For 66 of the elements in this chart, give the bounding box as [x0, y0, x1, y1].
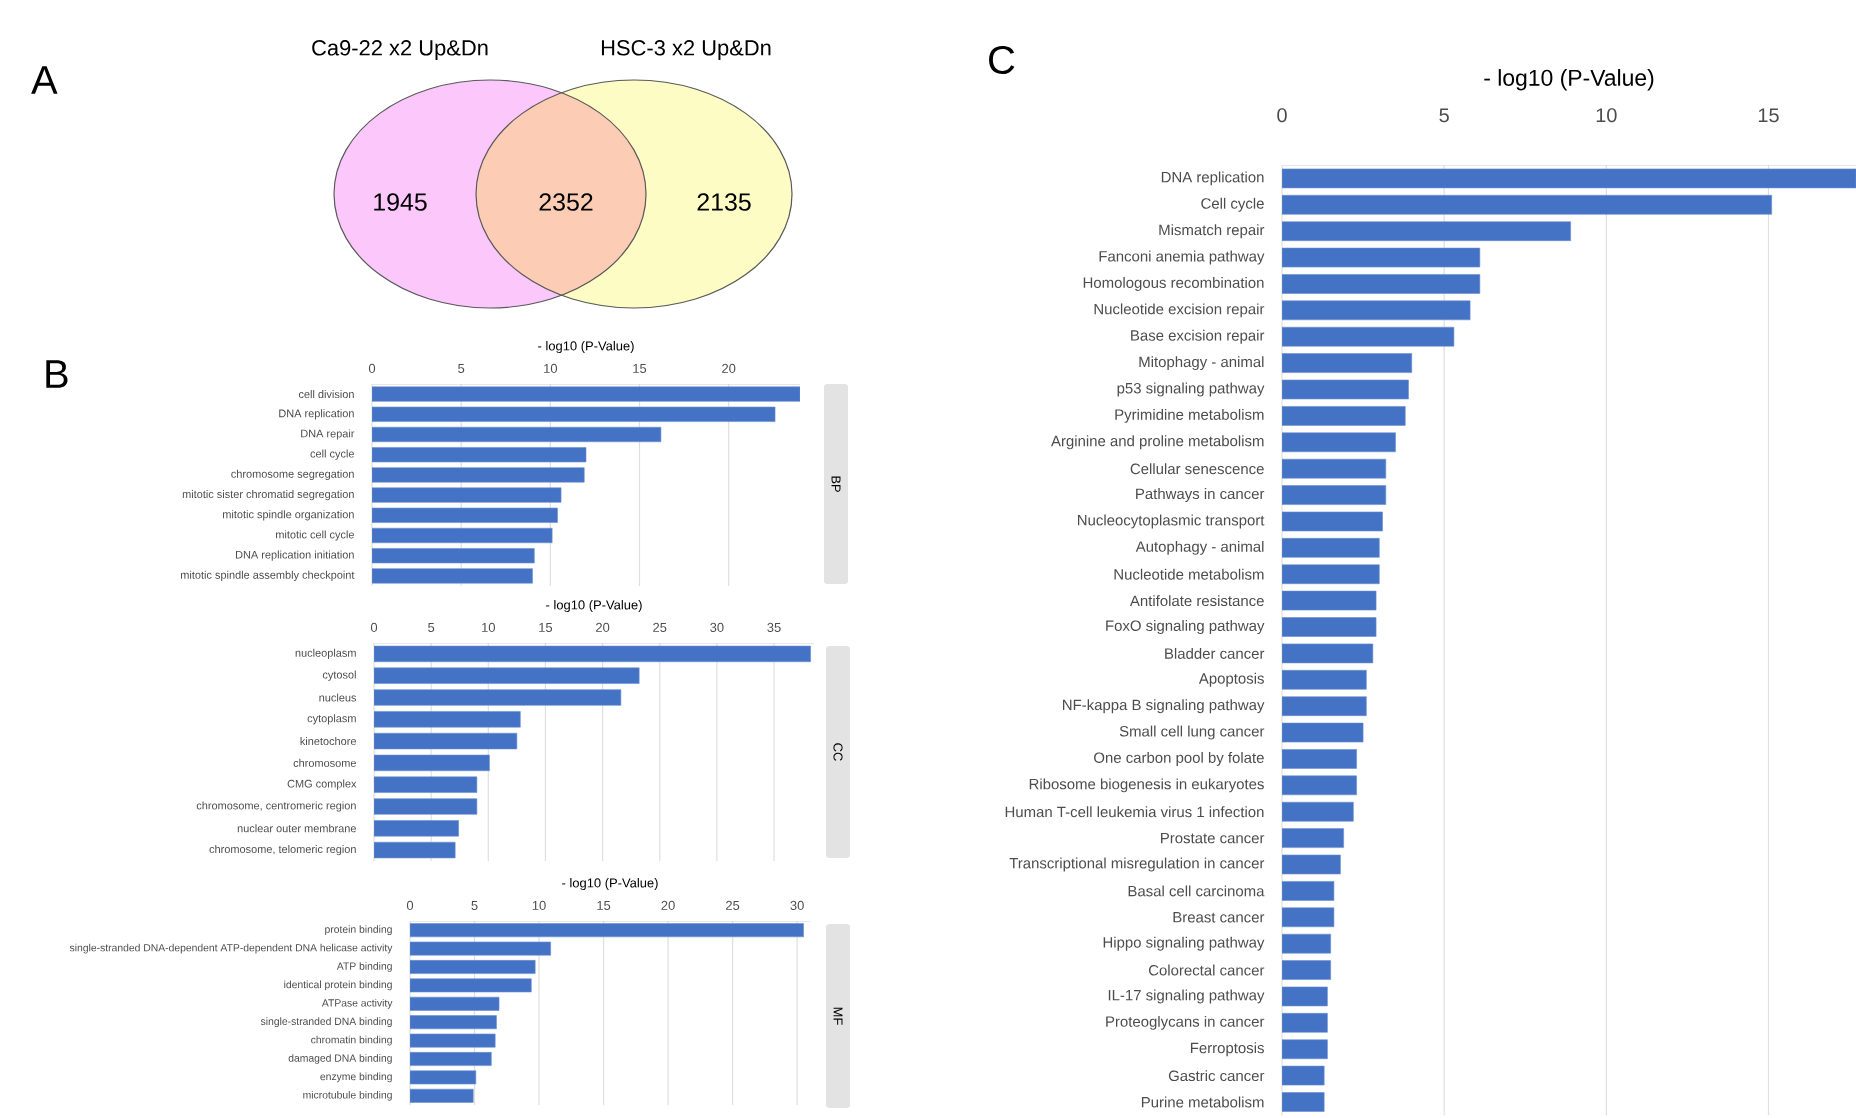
bar [410, 960, 536, 974]
bar [410, 923, 804, 937]
x-tick-label: 0 [1277, 108, 1287, 123]
bar [1282, 406, 1406, 426]
x-tick-label: 15 [1758, 108, 1779, 123]
bar [372, 487, 562, 503]
bar [1282, 775, 1357, 796]
bar [1282, 300, 1471, 321]
chart-title: C [989, 45, 1015, 75]
bar [372, 568, 533, 584]
bar [372, 426, 662, 443]
bar [1282, 749, 1357, 769]
bar [1282, 379, 1409, 400]
data-label: 1945 [374, 193, 427, 211]
bar [1282, 247, 1481, 268]
bar [372, 386, 801, 402]
data-label: 2135 [697, 193, 751, 211]
bar [1282, 458, 1387, 479]
text: A [31, 66, 58, 94]
bar [372, 467, 585, 483]
bar [1282, 564, 1380, 585]
bar [1282, 643, 1374, 664]
bar [1282, 1065, 1325, 1086]
x-axis-title: - log10 (P-Value) [1484, 69, 1654, 91]
bar [1282, 881, 1335, 901]
bar [372, 507, 558, 523]
bar [1282, 986, 1328, 1007]
bar [1282, 1092, 1325, 1112]
bar [1282, 511, 1383, 532]
bar [372, 548, 535, 564]
bar [374, 776, 478, 793]
bar [1282, 722, 1364, 743]
bar [374, 689, 622, 706]
bar [410, 941, 551, 956]
bar [1282, 353, 1413, 373]
bar [372, 447, 587, 463]
bar [1282, 801, 1354, 822]
bar [1282, 669, 1367, 690]
chart-title: B [46, 360, 68, 388]
bar [372, 406, 776, 422]
bar [372, 527, 553, 544]
bar [1282, 538, 1380, 558]
bar [1282, 221, 1571, 241]
bar [1282, 696, 1367, 716]
x-tick-label: 5 [1439, 108, 1449, 123]
text: HSC-3 x2 Up&Dn [601, 40, 771, 60]
bar [1282, 960, 1331, 980]
bar [1282, 194, 1772, 215]
bar [1282, 1039, 1328, 1060]
bar [374, 798, 478, 815]
bar [1282, 168, 1856, 189]
text: Ca9-22 x2 Up&Dn [312, 40, 488, 60]
bar [410, 978, 532, 993]
bar [1282, 854, 1341, 875]
bar [1282, 590, 1377, 611]
bar [1282, 326, 1455, 347]
bar [1282, 485, 1387, 505]
x-tick-label: 10 [1596, 108, 1617, 123]
bar [1282, 1013, 1328, 1033]
bar [1282, 828, 1344, 848]
data-label: 2352 [539, 193, 593, 211]
bar [1282, 907, 1335, 928]
bar [1282, 274, 1481, 294]
bar [1282, 617, 1377, 637]
bar [1282, 432, 1396, 453]
bar [1282, 933, 1331, 954]
